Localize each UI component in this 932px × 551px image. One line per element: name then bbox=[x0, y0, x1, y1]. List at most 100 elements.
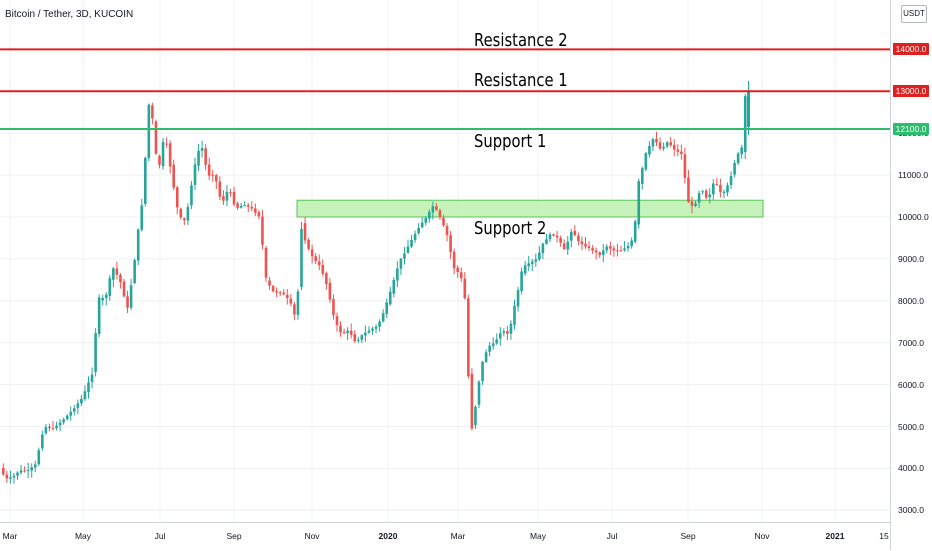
candle-body bbox=[403, 253, 406, 259]
candle-body bbox=[701, 191, 704, 193]
support-zone-2[interactable] bbox=[296, 199, 764, 218]
candle-body bbox=[449, 235, 452, 253]
candle-body bbox=[609, 246, 612, 249]
candle-body bbox=[296, 291, 300, 315]
candle-body bbox=[80, 398, 83, 404]
candle-body bbox=[378, 321, 381, 327]
candle-body bbox=[140, 205, 144, 230]
candle-body bbox=[215, 175, 218, 182]
candle-body bbox=[9, 477, 12, 479]
candle-body bbox=[637, 181, 641, 225]
candle-body bbox=[104, 294, 108, 299]
candle-body bbox=[328, 282, 332, 300]
candle-body bbox=[474, 406, 477, 426]
candle-body bbox=[665, 142, 669, 147]
candle-body bbox=[254, 208, 257, 213]
candle-body bbox=[626, 245, 630, 249]
candle-body bbox=[65, 415, 69, 420]
candle-body bbox=[268, 280, 271, 286]
candle-body bbox=[662, 146, 665, 149]
candle-body bbox=[733, 163, 736, 175]
candle-body bbox=[282, 292, 286, 295]
candle-body bbox=[605, 246, 609, 251]
candle-body bbox=[33, 464, 37, 468]
currency-button[interactable]: USDT bbox=[901, 5, 927, 23]
candle-body bbox=[687, 177, 690, 203]
chart-area[interactable]: Bitcoin / Tether, 3D, KUCOIN Resistance … bbox=[0, 0, 890, 522]
candle-body bbox=[360, 335, 364, 340]
candle-body bbox=[122, 281, 126, 297]
candle-body bbox=[55, 425, 58, 429]
candle-body bbox=[641, 168, 644, 184]
candle-body bbox=[520, 271, 523, 292]
candle-body bbox=[94, 333, 97, 372]
time-tick-label: Jul bbox=[154, 531, 166, 541]
candle-body bbox=[126, 296, 129, 308]
candle-body bbox=[41, 434, 44, 449]
candle-body bbox=[310, 249, 314, 257]
candle-body bbox=[364, 332, 367, 336]
candle-body bbox=[488, 345, 491, 352]
price-tick-label: 9000.0 bbox=[898, 253, 924, 264]
candle-body bbox=[321, 265, 325, 274]
candle-body bbox=[183, 218, 186, 221]
candle-body bbox=[165, 143, 168, 145]
candle-body bbox=[456, 267, 459, 272]
candle-body bbox=[594, 250, 598, 253]
candle-body bbox=[357, 339, 360, 341]
time-tick-label: Sep bbox=[226, 531, 242, 541]
candle-body bbox=[19, 470, 23, 473]
candle-body bbox=[598, 252, 601, 255]
candle-body bbox=[573, 230, 577, 236]
candle-body bbox=[499, 333, 502, 339]
candle-body bbox=[119, 274, 122, 283]
candle-body bbox=[154, 121, 158, 154]
candle-body bbox=[644, 153, 648, 170]
candle-body bbox=[417, 227, 420, 234]
candle-body bbox=[591, 248, 594, 251]
candle-body bbox=[342, 332, 346, 334]
candle-body bbox=[736, 153, 740, 164]
candle-body bbox=[545, 239, 548, 244]
candle-body bbox=[83, 391, 87, 400]
candle-body bbox=[541, 243, 545, 254]
candle-body bbox=[2, 467, 5, 475]
candle-body bbox=[651, 139, 655, 147]
candle-body bbox=[435, 206, 438, 210]
candle-body bbox=[108, 278, 112, 296]
candle-body bbox=[658, 142, 662, 149]
candle-body bbox=[729, 175, 733, 185]
candle-body bbox=[69, 411, 73, 416]
price-badge: 12100.0 bbox=[893, 123, 929, 135]
candle-body bbox=[136, 229, 140, 261]
time-tick-label: Jul bbox=[606, 531, 618, 541]
candle-body bbox=[200, 148, 204, 151]
resistance-1-label: Resistance 1 bbox=[474, 70, 568, 91]
price-tick-label: 6000.0 bbox=[898, 379, 924, 390]
candle-body bbox=[271, 285, 275, 292]
candle-body bbox=[179, 208, 183, 218]
time-axis[interactable] bbox=[0, 522, 890, 551]
candle-body bbox=[410, 239, 413, 247]
candle-body bbox=[502, 331, 506, 333]
time-tick-label: Mar bbox=[2, 531, 18, 541]
price-badge: 14000.0 bbox=[893, 43, 929, 56]
candle-body bbox=[442, 218, 445, 226]
resistance-2-label: Resistance 2 bbox=[474, 30, 568, 51]
candle-body bbox=[513, 305, 516, 325]
candle-body bbox=[58, 422, 62, 426]
price-chart[interactable] bbox=[0, 0, 890, 522]
candle-body bbox=[286, 294, 289, 298]
candle-body bbox=[48, 426, 51, 428]
candle-body bbox=[452, 251, 456, 269]
candle-body bbox=[197, 150, 200, 166]
candle-body bbox=[619, 250, 623, 252]
candle-body bbox=[37, 450, 41, 465]
candle-body bbox=[236, 203, 239, 208]
candle-body bbox=[601, 250, 605, 255]
candle-body bbox=[388, 291, 392, 305]
candle-body bbox=[562, 243, 566, 250]
candle-body bbox=[172, 164, 175, 188]
candle-body bbox=[133, 260, 136, 284]
candle-body bbox=[204, 148, 207, 165]
